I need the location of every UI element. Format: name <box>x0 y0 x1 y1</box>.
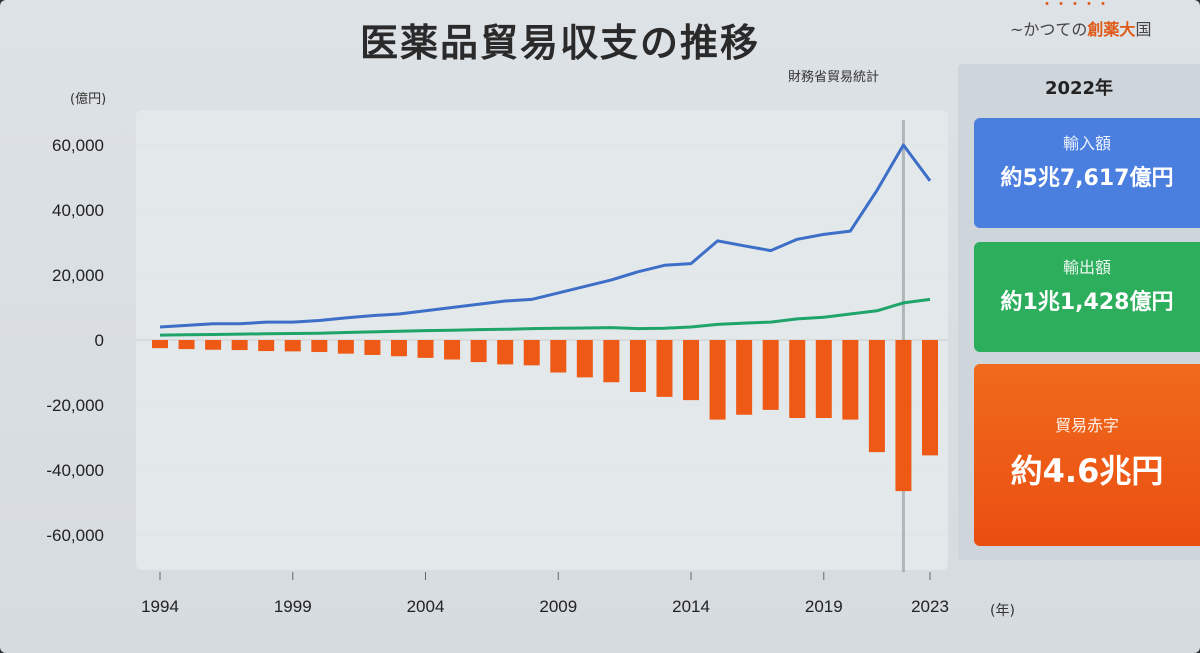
deficit-bar <box>417 340 434 358</box>
deficit-bar <box>736 340 753 415</box>
deficit-bar <box>789 340 806 418</box>
y-tick-label: -60,000 <box>46 526 104 545</box>
y-axis-unit: (億円) <box>70 92 107 107</box>
deficit-bar <box>284 340 301 352</box>
deficit-bar <box>815 340 832 418</box>
deficit-bar <box>205 340 222 350</box>
x-tick-label: 2019 <box>805 597 843 616</box>
x-tick-label: 2023 <box>911 597 949 616</box>
deficit-bar <box>709 340 726 420</box>
deficit-bar <box>364 340 381 355</box>
y-tick-label: -20,000 <box>46 396 104 415</box>
deficit-bar <box>762 340 779 410</box>
deficit-bar <box>576 340 593 378</box>
x-tick-label: 1994 <box>141 597 179 616</box>
deficit-bar <box>523 340 540 366</box>
import-line <box>159 143 932 329</box>
x-tick-label: 2009 <box>539 597 577 616</box>
x-tick-label: 2014 <box>672 597 710 616</box>
chart-svg: 60,000 40,000 20,000 0 -20,000 -40,000 -60,000… <box>46 120 949 616</box>
export-line <box>159 297 931 337</box>
import-card: 輸入額 約5兆7,617億円 <box>974 118 1200 228</box>
import-value: 約5兆7,617億円 <box>1000 166 1174 191</box>
deficit-bar <box>311 340 328 353</box>
y-tick-label: 20,000 <box>52 266 104 285</box>
deficit-bar <box>603 340 620 383</box>
deficit-bar <box>258 340 275 352</box>
corner-subtitle: ~かつての創薬大国 <box>1010 16 1151 40</box>
x-axis-unit: (年) <box>990 603 1015 619</box>
deficit-label: 貿易赤字 <box>1054 416 1119 435</box>
deficit-bar <box>470 340 487 363</box>
deficit-bar <box>497 340 514 365</box>
deficit-bar <box>550 340 567 373</box>
deficit-bar <box>656 340 673 397</box>
deficit-bar <box>231 340 248 351</box>
side-panel: 2022年 輸入額 約5兆7,617億円 輸出額 約1兆1,428億円 貿易赤字… <box>958 64 1200 560</box>
deficit-bar <box>178 340 195 350</box>
deficit-bar <box>152 340 168 349</box>
x-tick-label: 1999 <box>274 597 312 616</box>
export-label: 輸出額 <box>1062 258 1111 277</box>
deficit-bar <box>922 340 938 456</box>
corner-top-text: ・・・・・ <box>1040 0 1110 13</box>
export-value: 約1兆1,428億円 <box>1000 290 1174 315</box>
deficit-bar <box>868 340 885 453</box>
corner-subtitle-highlight: 創薬大 <box>1087 20 1136 39</box>
deficit-card: 貿易赤字 約4.6兆円 <box>974 364 1200 546</box>
y-tick-label: 60,000 <box>52 136 104 155</box>
deficit-bar <box>629 340 646 392</box>
x-tick-label: 2004 <box>407 597 445 616</box>
corner-subtitle-prefix: ~かつての <box>1010 20 1088 39</box>
deficit-bar <box>842 340 859 420</box>
y-tick-label: -40,000 <box>46 461 104 480</box>
export-card: 輸出額 約1兆1,428億円 <box>974 242 1200 352</box>
deficit-bar <box>444 340 461 360</box>
y-tick-label: 40,000 <box>52 201 104 220</box>
deficit-bar <box>895 340 912 492</box>
deficit-bar <box>337 340 354 354</box>
panel-year: 2022年 <box>1044 78 1114 99</box>
deficit-bar <box>683 340 700 401</box>
data-source: 財務省貿易統計 <box>788 70 880 85</box>
deficit-value: 約4.6兆円 <box>1010 452 1164 490</box>
deficit-bar <box>390 340 407 357</box>
y-tick-label: 0 <box>95 331 104 350</box>
corner-subtitle-suffix: 国 <box>1135 20 1152 39</box>
chart-title: 医薬品貿易収支の推移 <box>359 21 760 65</box>
import-label: 輸入額 <box>1062 134 1111 153</box>
